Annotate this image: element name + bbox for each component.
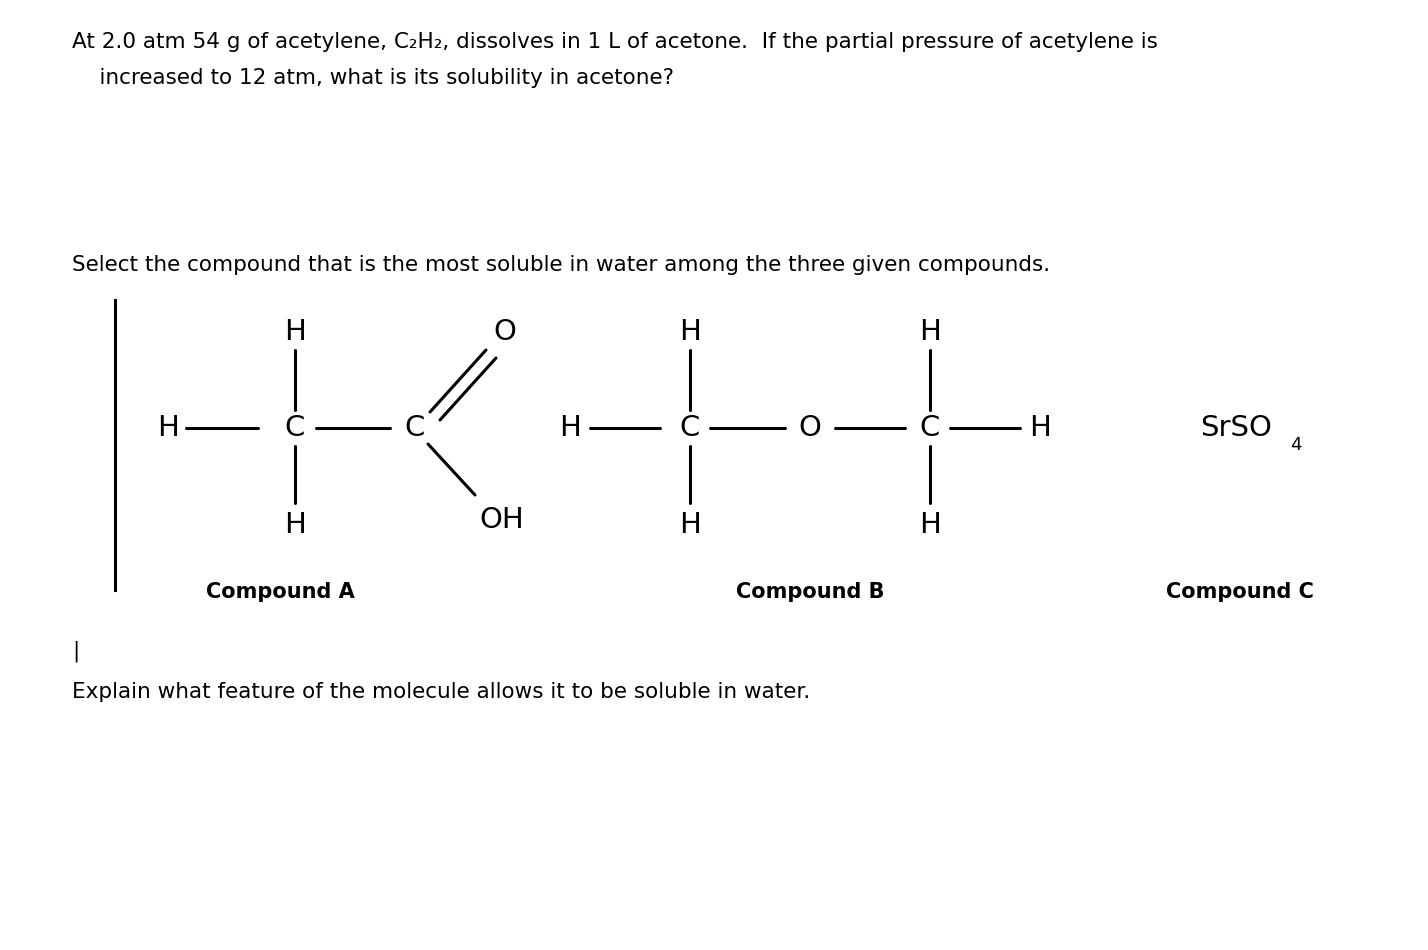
Text: H: H: [157, 414, 178, 442]
Text: H: H: [920, 318, 941, 346]
Text: increased to 12 atm, what is its solubility in acetone?: increased to 12 atm, what is its solubil…: [71, 68, 674, 88]
Text: C: C: [284, 414, 306, 442]
Text: |: |: [71, 640, 79, 661]
Text: C: C: [680, 414, 700, 442]
Text: Compound A: Compound A: [206, 582, 354, 602]
Text: Select the compound that is the most soluble in water among the three given comp: Select the compound that is the most sol…: [71, 255, 1050, 275]
Text: H: H: [560, 414, 581, 442]
Text: H: H: [920, 511, 941, 539]
Text: 4: 4: [1289, 436, 1301, 454]
Text: O: O: [494, 318, 517, 346]
Text: Compound B: Compound B: [735, 582, 884, 602]
Text: C: C: [920, 414, 940, 442]
Text: O: O: [798, 414, 821, 442]
Text: Compound C: Compound C: [1167, 582, 1314, 602]
Text: H: H: [680, 511, 701, 539]
Text: Explain what feature of the molecule allows it to be soluble in water.: Explain what feature of the molecule all…: [71, 682, 810, 702]
Text: C: C: [404, 414, 426, 442]
Text: H: H: [284, 511, 306, 539]
Text: OH: OH: [480, 506, 524, 534]
Text: SrSO: SrSO: [1200, 414, 1272, 442]
Text: H: H: [1030, 414, 1051, 442]
Text: H: H: [284, 318, 306, 346]
Text: H: H: [680, 318, 701, 346]
Text: At 2.0 atm 54 g of acetylene, C₂H₂, dissolves in 1 L of acetone.  If the partial: At 2.0 atm 54 g of acetylene, C₂H₂, diss…: [71, 32, 1158, 52]
